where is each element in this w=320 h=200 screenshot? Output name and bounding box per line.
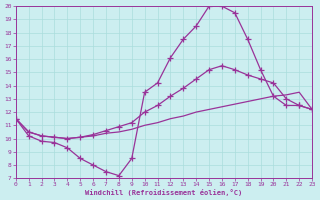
X-axis label: Windchill (Refroidissement éolien,°C): Windchill (Refroidissement éolien,°C) [85, 189, 243, 196]
